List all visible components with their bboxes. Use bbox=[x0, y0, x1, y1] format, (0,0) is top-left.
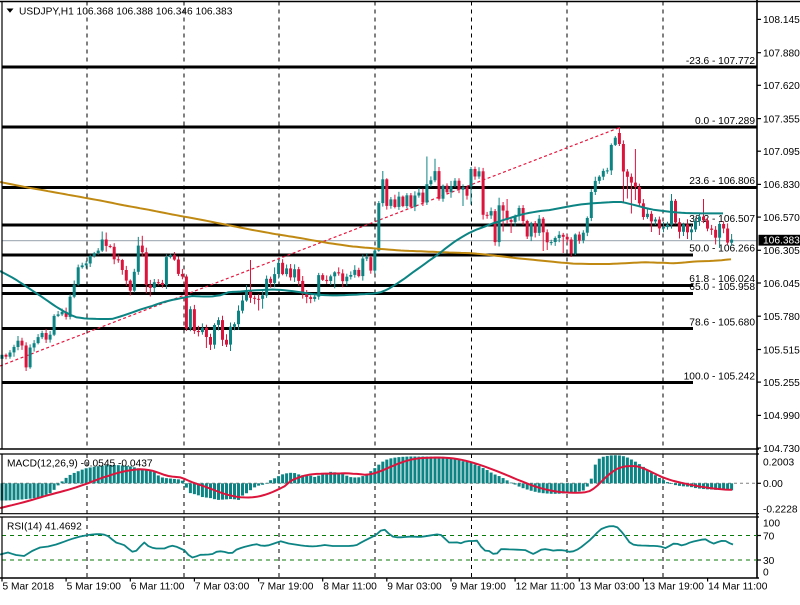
svg-text:MACD(12,26,9) -0.0545 -0.0437: MACD(12,26,9) -0.0545 -0.0437 bbox=[7, 459, 153, 470]
svg-text:106.570: 106.570 bbox=[763, 213, 800, 224]
svg-text:50.0 - 106.266: 50.0 - 106.266 bbox=[689, 244, 755, 255]
svg-text:0.2003: 0.2003 bbox=[763, 457, 794, 468]
svg-text:9 Mar 19:00: 9 Mar 19:00 bbox=[452, 582, 507, 593]
svg-text:USDJPY,H1 106.368 106.388 106: USDJPY,H1 106.368 106.388 106.346 106.38… bbox=[19, 7, 233, 18]
svg-text:100: 100 bbox=[763, 518, 780, 529]
svg-text:106.305: 106.305 bbox=[763, 246, 800, 257]
svg-text:108.145: 108.145 bbox=[763, 15, 800, 26]
svg-text:-0.2228: -0.2228 bbox=[763, 504, 798, 515]
svg-text:14 Mar 11:00: 14 Mar 11:00 bbox=[708, 582, 768, 593]
svg-text:104.990: 104.990 bbox=[763, 411, 800, 422]
svg-text:107.095: 107.095 bbox=[763, 147, 800, 158]
svg-text:0: 0 bbox=[763, 567, 769, 578]
svg-text:12 Mar 11:00: 12 Mar 11:00 bbox=[516, 582, 576, 593]
svg-text:5 Mar 19:00: 5 Mar 19:00 bbox=[67, 582, 122, 593]
svg-text:0.00: 0.00 bbox=[763, 479, 783, 490]
svg-text:100.0 - 105.242: 100.0 - 105.242 bbox=[684, 371, 756, 382]
svg-text:107.880: 107.880 bbox=[763, 49, 800, 60]
svg-text:65.0 - 105.958: 65.0 - 105.958 bbox=[689, 282, 755, 293]
svg-text:9 Mar 03:00: 9 Mar 03:00 bbox=[387, 582, 442, 593]
svg-text:5 Mar 2018: 5 Mar 2018 bbox=[3, 582, 55, 593]
svg-text:104.730: 104.730 bbox=[763, 444, 800, 455]
svg-text:105.780: 105.780 bbox=[763, 312, 800, 323]
svg-text:8 Mar 11:00: 8 Mar 11:00 bbox=[323, 582, 377, 593]
svg-text:6 Mar 11:00: 6 Mar 11:00 bbox=[131, 582, 185, 593]
svg-text:78.6 - 105.680: 78.6 - 105.680 bbox=[689, 317, 755, 328]
svg-text:30: 30 bbox=[763, 556, 775, 567]
svg-text:106.383: 106.383 bbox=[763, 236, 800, 247]
svg-text:7 Mar 03:00: 7 Mar 03:00 bbox=[195, 582, 250, 593]
svg-text:RSI(14) 41.4692: RSI(14) 41.4692 bbox=[7, 522, 82, 533]
svg-text:106.830: 106.830 bbox=[763, 180, 800, 191]
svg-text:-23.6 - 107.772: -23.6 - 107.772 bbox=[686, 56, 755, 67]
svg-text:107.355: 107.355 bbox=[763, 114, 800, 125]
svg-text:106.045: 106.045 bbox=[763, 279, 800, 290]
svg-text:105.515: 105.515 bbox=[763, 345, 800, 356]
svg-text:13 Mar 03:00: 13 Mar 03:00 bbox=[580, 582, 640, 593]
svg-text:13 Mar 19:00: 13 Mar 19:00 bbox=[644, 582, 704, 593]
svg-text:0.0 - 107.289: 0.0 - 107.289 bbox=[695, 116, 755, 127]
svg-text:107.620: 107.620 bbox=[763, 81, 800, 92]
svg-text:23.6 - 106.806: 23.6 - 106.806 bbox=[689, 176, 755, 187]
svg-text:105.255: 105.255 bbox=[763, 378, 800, 389]
svg-text:70: 70 bbox=[763, 531, 775, 542]
svg-text:7 Mar 19:00: 7 Mar 19:00 bbox=[259, 582, 314, 593]
